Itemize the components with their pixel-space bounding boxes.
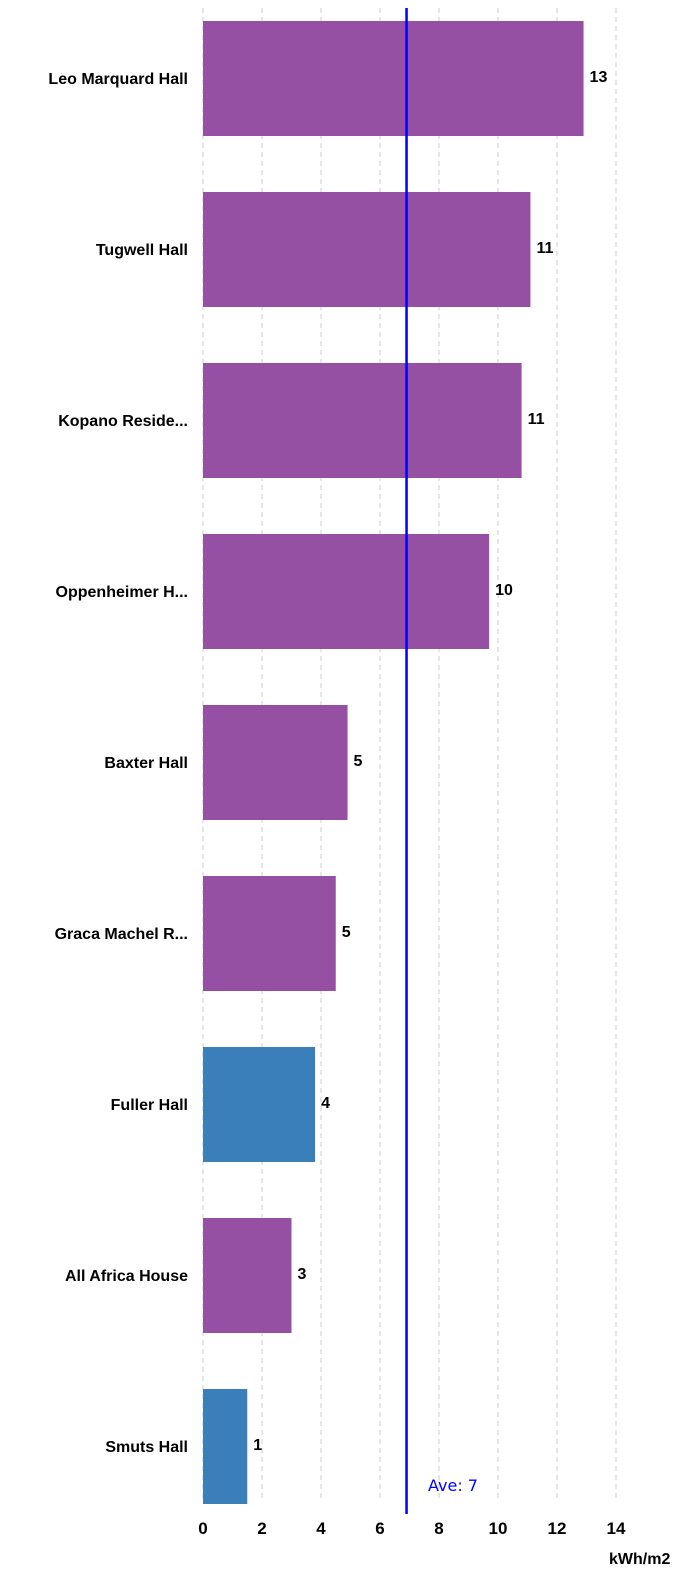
value-labels: 13 11 11 10 5 5 4 3 1: [253, 69, 607, 1454]
x-tick-label-7: 14: [607, 1519, 626, 1538]
x-tick-label-0: 0: [198, 1519, 207, 1538]
x-tick-label-1: 2: [257, 1519, 266, 1538]
x-tick-label-3: 6: [375, 1519, 384, 1538]
value-label-3: 10: [495, 582, 513, 599]
value-label-0: 13: [590, 69, 608, 86]
bar-3: [203, 534, 490, 649]
category-label-8: Smuts Hall: [105, 1439, 188, 1456]
value-label-5: 5: [342, 924, 351, 941]
value-label-6: 4: [321, 1095, 330, 1112]
value-label-8: 1: [253, 1437, 262, 1454]
x-tick-label-2: 4: [316, 1519, 326, 1538]
bars: [203, 21, 584, 1504]
value-label-2: 11: [528, 411, 545, 428]
category-label-3: Oppenheimer H...: [56, 584, 188, 601]
bar-2: [203, 363, 522, 478]
category-label-5: Graca Machel R...: [55, 926, 188, 943]
average-label: Ave: 7: [428, 1476, 478, 1495]
x-tick-label-4: 8: [434, 1519, 443, 1538]
category-label-2: Kopano Reside...: [58, 413, 188, 430]
x-axis-unit-label: kWh/m2: [609, 1551, 670, 1568]
x-tick-label-6: 12: [548, 1519, 567, 1538]
bar-4: [203, 705, 348, 820]
x-axis-ticks: 0 2 4 6 8 10 12 14: [198, 1519, 626, 1538]
x-tick-label-5: 10: [489, 1519, 508, 1538]
bar-5: [203, 876, 336, 991]
value-label-4: 5: [354, 753, 363, 770]
category-label-0: Leo Marquard Hall: [48, 71, 188, 88]
value-label-7: 3: [298, 1266, 307, 1283]
bar-0: [203, 21, 584, 136]
category-label-6: Fuller Hall: [111, 1097, 188, 1114]
category-label-1: Tugwell Hall: [96, 242, 188, 259]
bar-1: [203, 192, 531, 307]
category-label-4: Baxter Hall: [104, 755, 188, 772]
bar-8: [203, 1389, 248, 1504]
bar-7: [203, 1218, 292, 1333]
value-label-1: 11: [536, 240, 553, 257]
category-labels: Leo Marquard Hall Tugwell Hall Kopano Resi…: [48, 71, 188, 1456]
category-label-7: All Africa House: [65, 1268, 188, 1285]
bar-6: [203, 1047, 316, 1162]
